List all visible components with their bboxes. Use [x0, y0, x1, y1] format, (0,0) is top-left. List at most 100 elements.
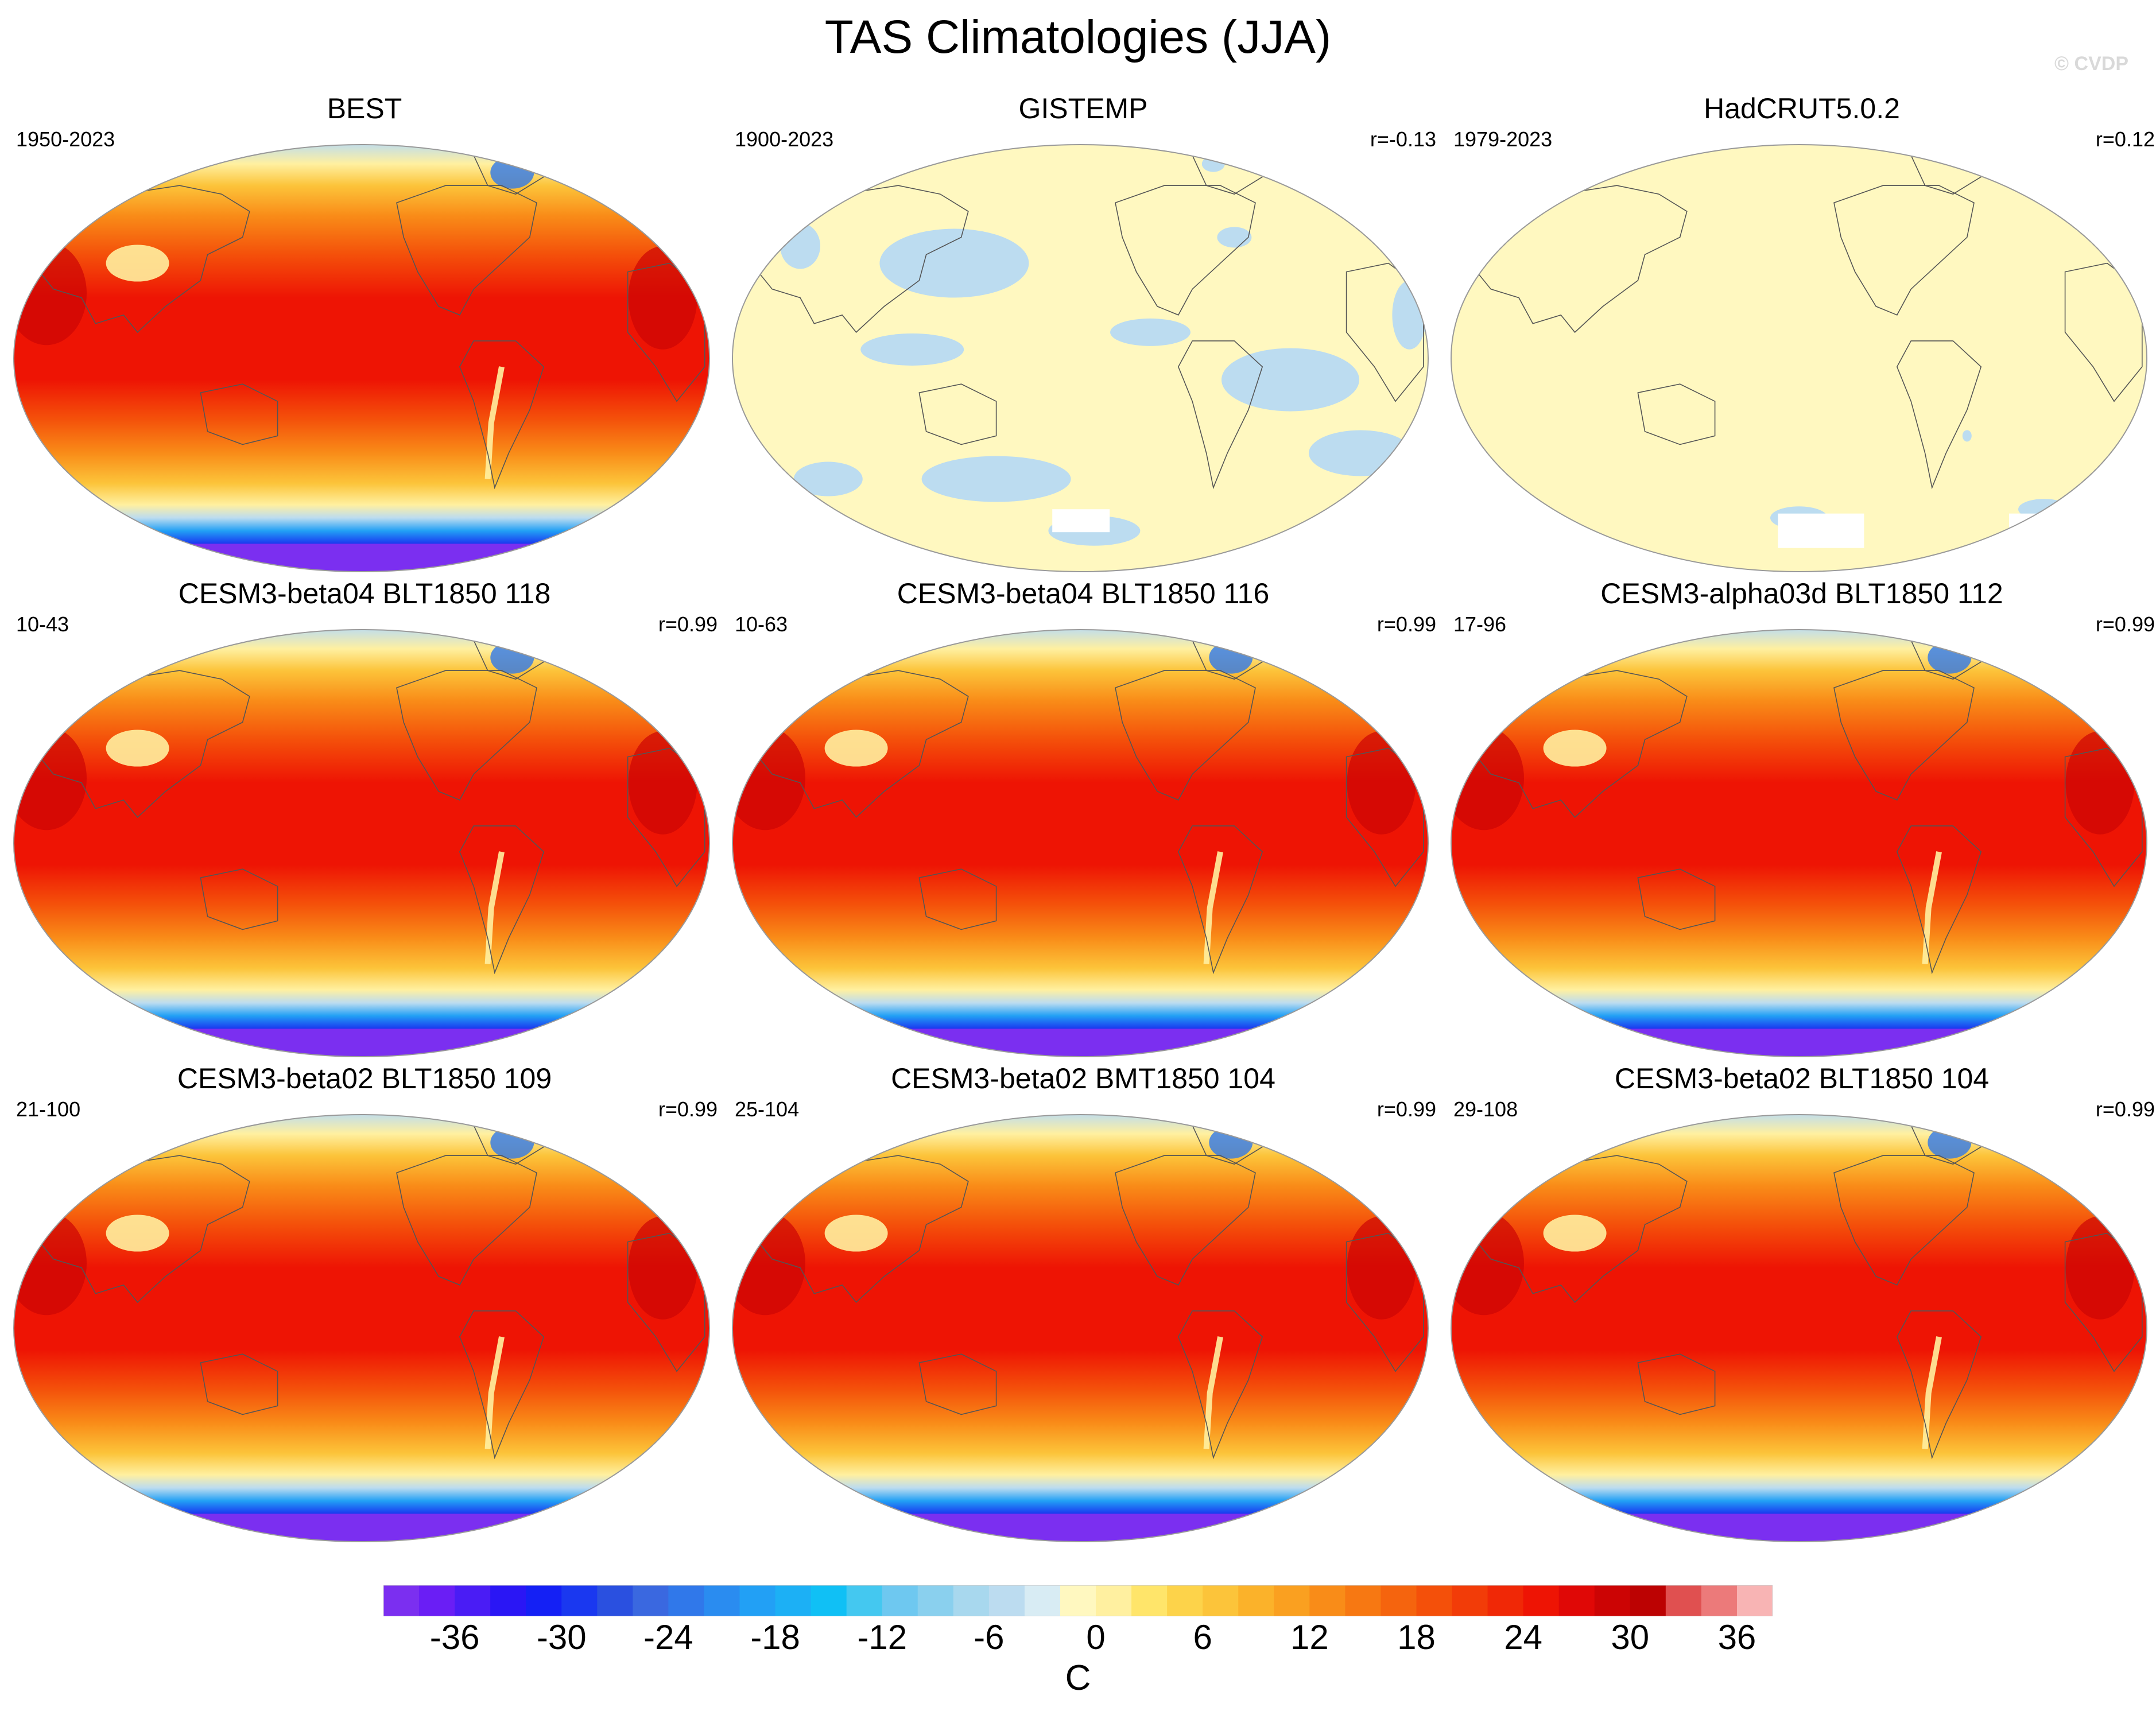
colorbar-swatch [1630, 1585, 1666, 1616]
coastline [396, 185, 537, 316]
coastline [1637, 868, 1716, 930]
colorbar-swatch [917, 1585, 954, 1616]
panel-period: 1900-2023 [735, 127, 834, 151]
colorbar-swatch [1096, 1585, 1132, 1616]
panel-correlation: r=0.99 [1376, 1097, 1436, 1121]
antarctica [732, 1514, 1428, 1542]
panel-correlation: r=0.99 [658, 1097, 718, 1121]
anomaly-region [1217, 227, 1252, 248]
coastline [25, 670, 250, 818]
coastline [1177, 340, 1263, 490]
panel-period: 10-43 [16, 612, 69, 636]
panel-correlation: r=0.99 [658, 612, 718, 636]
coastline [2064, 1232, 2143, 1372]
map-border [731, 1114, 1429, 1542]
map-border [1450, 1114, 2148, 1542]
colorbar-swatch [1416, 1585, 1453, 1616]
colorbar-swatch [704, 1585, 740, 1616]
coastline [396, 670, 537, 801]
panel-correlation: r=0.12 [2095, 127, 2155, 151]
anomaly-region [879, 228, 1029, 298]
missing-data-region [1052, 509, 1110, 533]
coastline [396, 1155, 537, 1286]
panel-period: 1979-2023 [1453, 127, 1553, 151]
colorbar-swatch [1274, 1585, 1310, 1616]
colorbar-swatch [490, 1585, 526, 1616]
robinson-map [1450, 629, 2148, 1057]
coastline [1637, 383, 1716, 445]
hot-spot-sahara [628, 1216, 697, 1320]
map-panel: CESM3-beta02 BLT1850 104 29-108 r=0.99 [1443, 1062, 2156, 1544]
coastline [918, 868, 997, 930]
anomaly-region [780, 223, 820, 269]
colorbar-swatch [775, 1585, 812, 1616]
tibetan-plateau-cool-spot [106, 1215, 169, 1252]
coastline [200, 868, 278, 930]
map-panel: CESM3-beta02 BLT1850 109 21-100 r=0.99 [6, 1062, 723, 1544]
hot-spot-sahara [1347, 1216, 1416, 1320]
antarctica [14, 1029, 709, 1057]
panel-period: 10-63 [735, 612, 788, 636]
tibetan-plateau-cool-spot [824, 1215, 888, 1252]
colorbar-swatch [597, 1585, 633, 1616]
page-title: TAS Climatologies (JJA) [824, 11, 1332, 63]
map-border [731, 144, 1429, 572]
colorbar-swatch [419, 1585, 455, 1616]
panel-period: 29-108 [1453, 1097, 1518, 1121]
map-panel: HadCRUT5.0.2 1979-2023 r=0.12 [1443, 92, 2156, 574]
coastline [1345, 1232, 1424, 1372]
temperature-field [732, 630, 1428, 1057]
tibetan-plateau-cool-spot [1543, 1215, 1607, 1252]
coastline [1345, 747, 1424, 887]
anomaly-region [1962, 430, 1972, 442]
colorbar-tick-label: 18 [1397, 1618, 1436, 1656]
colorbar-swatch [1736, 1585, 1773, 1616]
colorbar-tick-label: -24 [643, 1618, 693, 1656]
colorbar-swatch [1203, 1585, 1239, 1616]
coastline [1833, 185, 1975, 316]
colorbar-swatch [526, 1585, 562, 1616]
panel-correlation: r=0.99 [1376, 612, 1436, 636]
colorbar-swatch [882, 1585, 918, 1616]
coastline [1896, 825, 1982, 975]
anomaly-region [860, 333, 964, 366]
colorbar-swatch [739, 1585, 776, 1616]
panel-title: HadCRUT5.0.2 [1704, 92, 1900, 125]
colorbar-swatch [1024, 1585, 1061, 1616]
coastline [1115, 1155, 1256, 1286]
colorbar-swatch [668, 1585, 704, 1616]
panel-correlation: r=0.99 [2095, 612, 2155, 636]
robinson-map [13, 629, 711, 1057]
colorbar-swatch [633, 1585, 669, 1616]
colorbar-swatch [1523, 1585, 1560, 1616]
colorbar-swatch [1131, 1585, 1168, 1616]
coastline [1637, 1353, 1716, 1415]
hot-spot-sahara [1347, 731, 1416, 835]
watermark: © CVDP [2054, 53, 2128, 75]
antarctica [14, 544, 709, 572]
robinson-map [13, 144, 711, 572]
panel-title: BEST [327, 92, 402, 125]
colorbar-swatch [561, 1585, 598, 1616]
robinson-map [731, 1114, 1429, 1542]
anomaly-region [921, 456, 1071, 502]
map-panel: CESM3-alpha03d BLT1850 112 17-96 r=0.99 [1443, 577, 2156, 1059]
antarctica [1451, 1514, 2147, 1542]
hot-spot-sahara [2065, 731, 2135, 835]
map-panel: BEST 1950-2023 [6, 92, 723, 574]
missing-data-region [1778, 513, 1864, 548]
panel-title: CESM3-beta04 BLT1850 118 [178, 577, 551, 610]
coastline [1462, 185, 1688, 333]
coastline [2064, 262, 2143, 402]
coastline [918, 1353, 997, 1415]
temperature-field [732, 1115, 1428, 1542]
colorbar-swatch [1381, 1585, 1417, 1616]
temperature-field [1451, 630, 2147, 1057]
robinson-map [731, 144, 1429, 572]
coastline [25, 185, 250, 333]
map-border [731, 629, 1429, 1057]
colorbar-tick-label: -12 [857, 1618, 908, 1656]
robinson-map [1450, 1114, 2148, 1542]
coastline [459, 1310, 545, 1460]
map-border [1450, 629, 2148, 1057]
